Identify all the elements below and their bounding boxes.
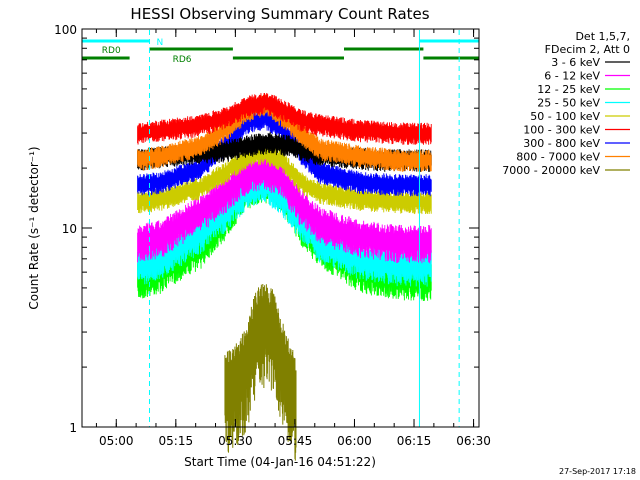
x-tick-label: 05:45 (278, 434, 313, 448)
legend-label: 6 - 12 keV (544, 70, 600, 83)
legend-header-line-1: Det 1,5,7, (575, 30, 630, 43)
series-300-800-kev-line (137, 107, 432, 197)
series-7000-20000-kev-line (224, 283, 297, 461)
legend-label: 7000 - 20000 keV (502, 164, 600, 177)
footer-timestamp: 27-Sep-2017 17:18 (559, 467, 636, 476)
plot-area: N RD0 RD6 (82, 30, 479, 461)
x-tick-label: 06:00 (337, 434, 372, 448)
y-tick-label: 1 (69, 421, 77, 435)
x-tick-label: 06:30 (456, 434, 491, 448)
flag-rd6-label: RD6 (173, 55, 192, 65)
y-tick-label: 100 (54, 23, 77, 37)
legend-header-line-2: FDecim 2, Att 0 (545, 43, 630, 56)
y-axis: 1 10 100 (54, 23, 479, 435)
legend-label: 12 - 25 keV (537, 83, 600, 96)
x-axis: 05:00 05:15 05:30 05:45 06:00 06:15 06:30 (95, 29, 491, 448)
y-tick-label: 10 (62, 222, 77, 236)
legend-label: 800 - 7000 keV (516, 151, 600, 164)
legend-label: 300 - 800 keV (523, 137, 600, 150)
x-tick-label: 06:15 (397, 434, 432, 448)
x-axis-label: Start Time (04-Jan-16 04:51:22) (184, 455, 376, 469)
legend-label: 50 - 100 keV (530, 110, 600, 123)
flag-rd0-label: RD0 (102, 46, 121, 56)
series-50-100-kev-line (137, 142, 432, 215)
x-tick-label: 05:30 (218, 434, 253, 448)
x-tick-label: 05:00 (99, 434, 134, 448)
y-axis-label: Count Rate (s⁻¹ detector⁻¹) (27, 146, 41, 309)
legend-label: 100 - 300 keV (523, 124, 600, 137)
chart-title: HESSI Observing Summary Count Rates (130, 5, 429, 23)
series-100-300-kev-line (137, 92, 432, 145)
legend-label: 3 - 6 keV (551, 56, 600, 69)
series-6-12-kev-line (137, 151, 432, 264)
legend-label: 25 - 50 keV (537, 97, 600, 110)
x-tick-label: 05:15 (159, 434, 194, 448)
flag-n-label: N (157, 38, 164, 48)
